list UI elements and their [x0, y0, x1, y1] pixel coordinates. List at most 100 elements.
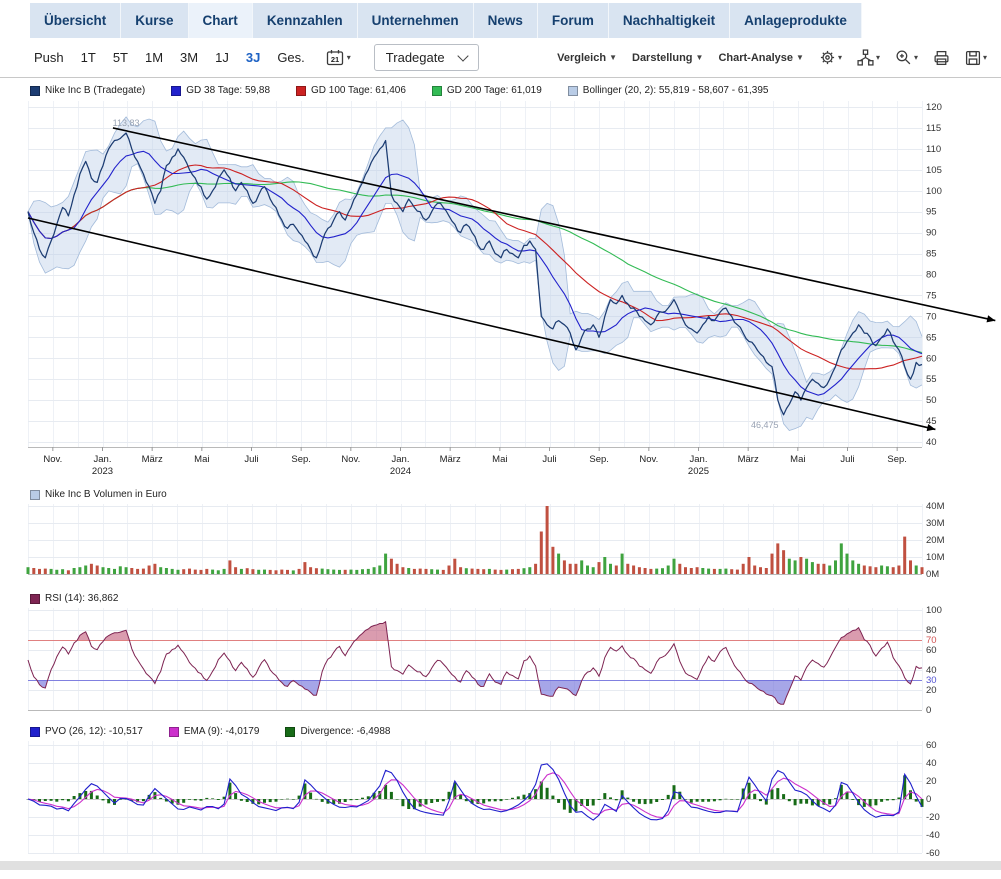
svg-text:75: 75	[926, 290, 937, 301]
svg-text:80: 80	[926, 625, 937, 636]
tab-news[interactable]: News	[474, 3, 538, 38]
gd200-swatch	[431, 85, 442, 96]
gear-icon	[820, 50, 835, 65]
svg-text:Juli: Juli	[244, 454, 258, 465]
tab-uebersicht[interactable]: Übersicht	[30, 3, 122, 38]
tab-nachhaltigkeit[interactable]: Nachhaltigkeit	[609, 3, 731, 38]
svg-text:0: 0	[926, 794, 931, 805]
svg-text:46,475: 46,475	[751, 420, 779, 430]
chart-analyse-label: Chart-Analyse	[718, 51, 794, 64]
svg-text:95: 95	[926, 207, 937, 218]
range-3m[interactable]: 3M	[180, 50, 199, 65]
legend-item: Divergence: -6,4988	[285, 726, 391, 737]
darstellung-menu[interactable]: Darstellung ▼	[632, 52, 703, 64]
svg-text:40: 40	[926, 758, 937, 769]
svg-text:65: 65	[926, 332, 937, 343]
svg-text:100: 100	[926, 605, 942, 616]
price-legend: Nike Inc B (Tradegate) GD 38 Tage: 59,88…	[30, 85, 1001, 96]
settings-button[interactable]: ▾	[819, 49, 842, 66]
tab-anlageprodukte[interactable]: Anlageprodukte	[730, 3, 862, 38]
legend-label: GD 200 Tage: 61,019	[446, 85, 542, 96]
legend-item: RSI (14): 36,862	[30, 593, 118, 604]
bollinger-swatch	[567, 85, 578, 96]
pvo-swatch	[30, 726, 40, 737]
gd100-swatch	[296, 85, 306, 96]
svg-text:Juli: Juli	[542, 454, 556, 465]
caret-down-icon: ▾	[913, 53, 918, 62]
print-button[interactable]	[933, 50, 950, 66]
range-3j[interactable]: 3J	[245, 50, 261, 65]
range-5t[interactable]: 5T	[112, 50, 128, 65]
svg-text:40: 40	[926, 437, 937, 448]
svg-text:März: März	[738, 454, 759, 465]
caret-down-icon: ▾	[875, 53, 880, 62]
save-icon	[965, 50, 981, 65]
price-swatch	[30, 85, 40, 96]
vergleich-menu[interactable]: Vergleich ▼	[557, 52, 617, 64]
svg-text:Sep.: Sep.	[589, 454, 609, 465]
save-button[interactable]: ▾	[965, 50, 987, 66]
divergence-swatch	[285, 726, 296, 737]
chart-analyse-menu[interactable]: Chart-Analyse ▼	[718, 52, 804, 64]
svg-text:Sep.: Sep.	[291, 454, 311, 465]
svg-text:Nov.: Nov.	[639, 454, 658, 465]
svg-text:Sep.: Sep.	[887, 454, 907, 465]
svg-text:Mai: Mai	[492, 454, 507, 465]
svg-text:0: 0	[926, 705, 931, 716]
range-ges[interactable]: Ges.	[277, 50, 305, 65]
svg-text:120: 120	[926, 102, 942, 113]
legend-label: Nike Inc B Volumen in Euro	[45, 489, 167, 500]
svg-text:60: 60	[926, 645, 937, 656]
svg-text:Jan.: Jan.	[94, 454, 112, 465]
svg-text:110: 110	[926, 144, 941, 155]
printer-icon	[934, 50, 949, 65]
date-picker-button[interactable]: 21 ▾	[326, 49, 351, 66]
range-1j[interactable]: 1J	[215, 50, 229, 65]
range-push[interactable]: Push	[34, 50, 64, 65]
zoom-button[interactable]: ▾	[895, 49, 918, 66]
tab-chart[interactable]: Chart	[188, 3, 253, 38]
svg-text:-40: -40	[926, 830, 940, 841]
range-1t[interactable]: 1T	[80, 50, 96, 65]
volume-chart[interactable]: 40M 30M 20M 10M 0M	[0, 500, 1001, 586]
exchange-select[interactable]: Tradegate	[373, 44, 479, 71]
legend-label: GD 38 Tage: 59,88	[186, 85, 270, 96]
svg-text:2023: 2023	[92, 466, 113, 477]
indicator-layout-button[interactable]: ▾	[857, 49, 880, 66]
tab-kurse[interactable]: Kurse	[121, 3, 189, 38]
svg-text:60: 60	[926, 740, 937, 751]
caret-down-icon: ▼	[695, 53, 704, 62]
price-chart[interactable]: 120 115 110 105 100 95 90 85 80 75 70 65 60 55 50 45 40 N…	[0, 97, 1001, 485]
toolbar-actions: Vergleich ▼ Darstellung ▼ Chart-Analyse …	[557, 49, 987, 66]
svg-text:21: 21	[331, 55, 339, 64]
svg-text:80: 80	[926, 270, 937, 281]
svg-text:Nov.: Nov.	[43, 454, 62, 465]
svg-text:Juli: Juli	[840, 454, 854, 465]
svg-text:-20: -20	[926, 812, 940, 823]
legend-item: GD 100 Tage: 61,406	[296, 85, 406, 96]
legend-item: Bollinger (20, 2): 55,819 - 58,607 - 61,…	[567, 85, 768, 96]
svg-text:Jan.: Jan.	[690, 454, 708, 465]
legend-label: Nike Inc B (Tradegate)	[45, 85, 146, 96]
tab-forum[interactable]: Forum	[538, 3, 609, 38]
pvo-chart[interactable]: 60 40 20 0 -20 -40 -60	[0, 737, 1001, 859]
footer-strip	[0, 861, 1001, 870]
range-1m[interactable]: 1M	[144, 50, 164, 65]
exchange-label: Tradegate	[385, 50, 445, 65]
volume-swatch	[30, 489, 40, 500]
svg-text:2024: 2024	[390, 466, 411, 477]
svg-text:2025: 2025	[688, 466, 709, 477]
indicator-layout-icon	[857, 49, 874, 66]
tab-kennzahlen[interactable]: Kennzahlen	[253, 3, 358, 38]
legend-label: PVO (26, 12): -10,517	[45, 726, 143, 737]
calendar-caret-icon: ▾	[346, 53, 351, 62]
svg-text:20M: 20M	[926, 535, 945, 546]
legend-label: Divergence: -6,4988	[300, 726, 391, 737]
chart-toolbar: Push 1T 5T 1M 3M 1J 3J Ges. 21 ▾ Tradega…	[0, 38, 1001, 78]
svg-text:Jan.: Jan.	[392, 454, 410, 465]
rsi-swatch	[30, 593, 40, 604]
tab-unternehmen[interactable]: Unternehmen	[358, 3, 474, 38]
svg-text:40M: 40M	[926, 501, 945, 512]
svg-text:45: 45	[926, 416, 937, 427]
